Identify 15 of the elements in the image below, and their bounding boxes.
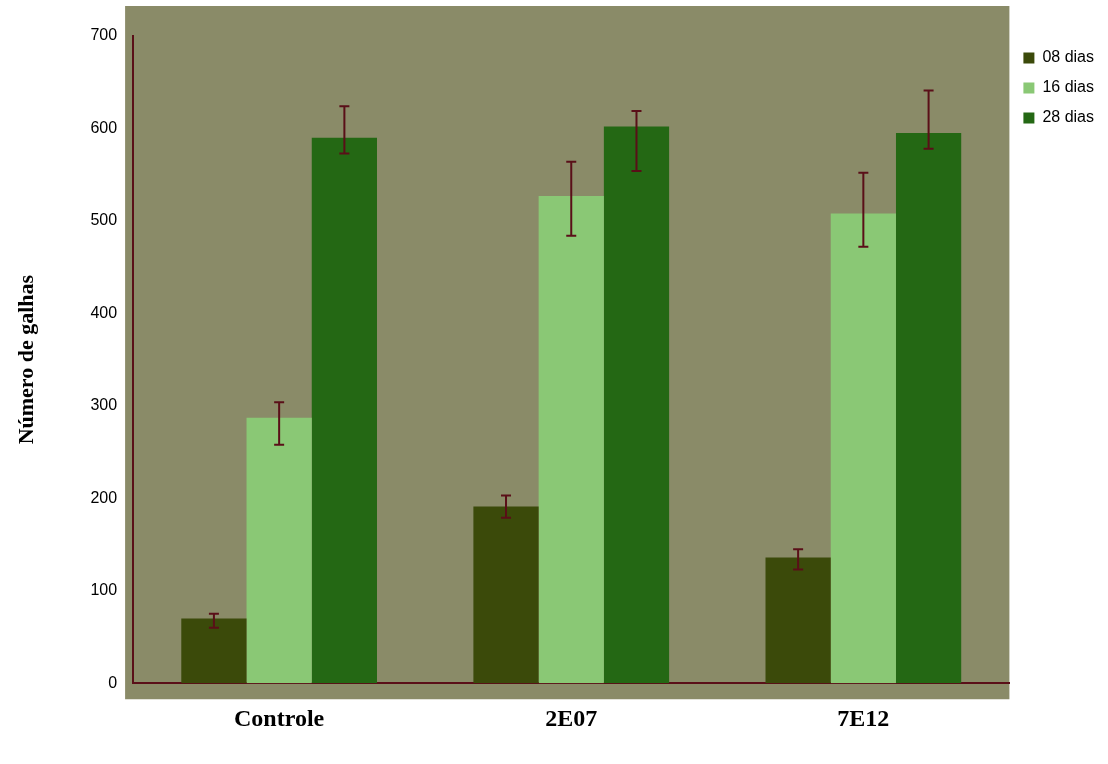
- y-tick-label: 300: [90, 396, 118, 414]
- y-tick-label: 0: [108, 673, 118, 691]
- x-tick-label: 2E07: [545, 704, 598, 731]
- y-tick-label: 400: [90, 303, 118, 321]
- y-tick-label: 200: [90, 488, 118, 506]
- y-tick-label: 100: [90, 581, 118, 599]
- y-axis-title: Número de galhas: [12, 274, 38, 445]
- y-tick-label: 500: [90, 211, 118, 229]
- y-tick-label: 700: [90, 26, 118, 44]
- legend-label: 28 dias: [1042, 108, 1094, 126]
- legend-label: 16 dias: [1042, 78, 1094, 96]
- x-tick-label: 7E12: [837, 704, 890, 731]
- y-tick-label: 600: [90, 118, 118, 136]
- legend-label: 08 dias: [1042, 48, 1094, 66]
- x-tick-label: Controle: [234, 704, 325, 731]
